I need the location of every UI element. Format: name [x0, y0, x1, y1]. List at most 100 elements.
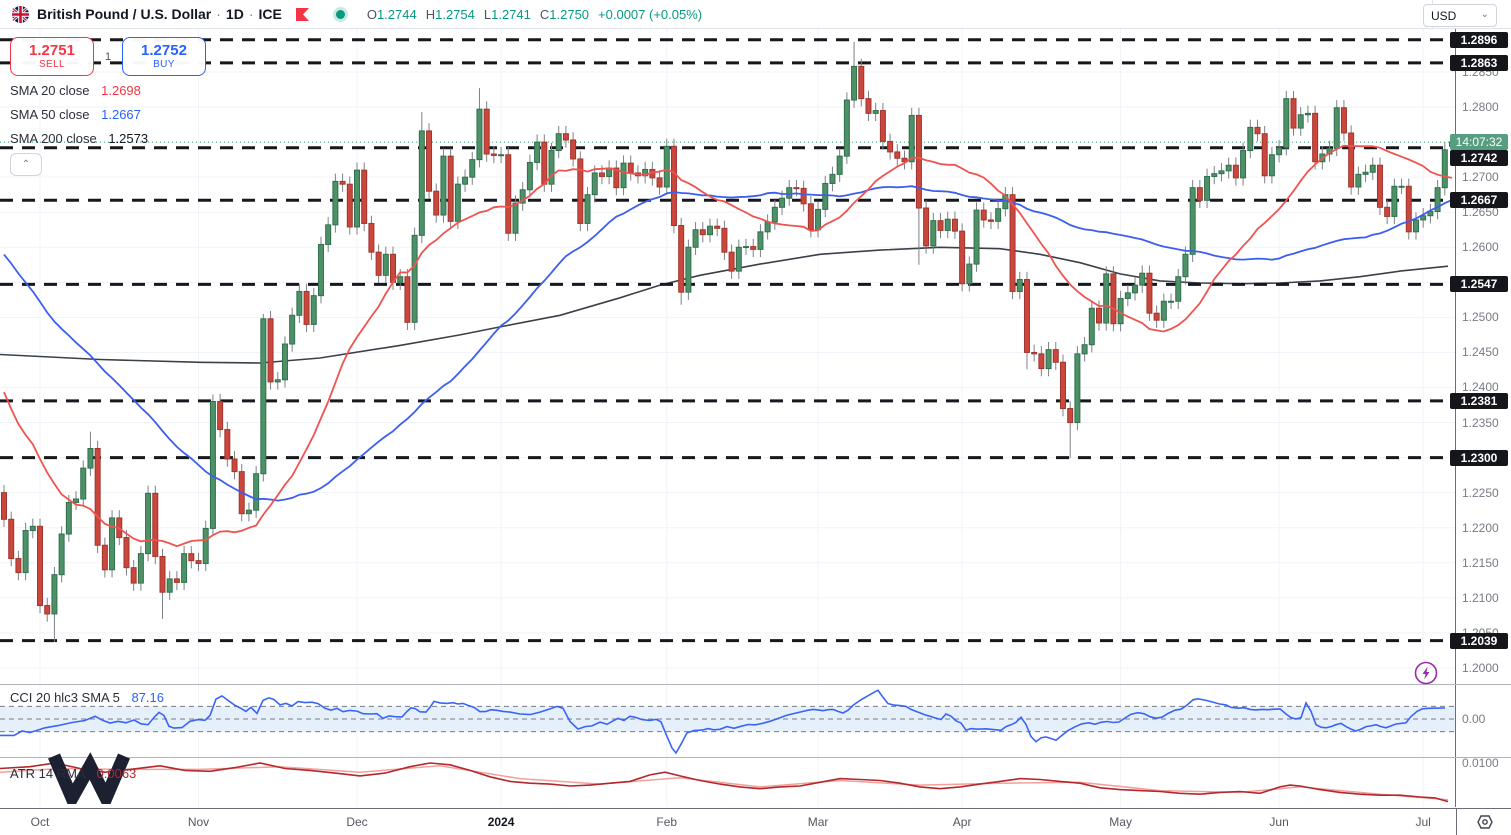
candle: [1225, 164, 1232, 172]
legend-atr[interactable]: ATR 14 RMA 0.0063: [10, 766, 136, 781]
axis-price-label: 1.2450: [1462, 345, 1499, 360]
axis-atr-label: 0.0100: [1462, 756, 1499, 770]
candle: [1146, 272, 1153, 314]
axis-price-label: 1.2250: [1462, 485, 1499, 500]
candle: [591, 172, 598, 196]
candle: [851, 65, 858, 101]
candle: [555, 133, 562, 152]
candle: [109, 517, 116, 571]
candle: [44, 605, 51, 615]
market-status-icon[interactable]: [335, 9, 345, 19]
candle: [426, 130, 433, 192]
candle: [209, 401, 216, 529]
high-value: 1.2754: [435, 6, 475, 22]
time-axis[interactable]: Oct Nov Dec 2024 Feb Mar Apr May Jun Jul: [0, 808, 1511, 835]
axis-price-label: 1.2500: [1462, 310, 1499, 325]
candle: [728, 251, 735, 272]
exchange-label[interactable]: ICE: [258, 6, 282, 22]
candle: [1189, 187, 1196, 255]
candle: [332, 180, 339, 226]
pane-separator-atr[interactable]: [0, 757, 1511, 758]
candle: [217, 401, 224, 431]
candle: [519, 189, 526, 204]
sma200-label: SMA 200 close: [10, 131, 97, 146]
candle: [1059, 361, 1066, 410]
candle: [1340, 107, 1347, 134]
candle: [706, 225, 713, 236]
axis-price-label: 1.2350: [1462, 415, 1499, 430]
candle: [1376, 164, 1383, 208]
candle: [1153, 312, 1160, 321]
candle: [404, 276, 411, 323]
candle: [721, 227, 728, 253]
candle: [685, 246, 692, 293]
candle: [65, 501, 72, 535]
candle: [253, 473, 260, 511]
legend-sma50[interactable]: SMA 50 close 1.2667: [10, 107, 141, 122]
candle: [1168, 300, 1175, 303]
axis-gear-icon[interactable]: [1476, 813, 1494, 831]
candle: [123, 537, 130, 569]
lightning-bolt-icon[interactable]: [1414, 661, 1438, 685]
pane-separator-cci[interactable]: [0, 684, 1511, 685]
candle: [1110, 273, 1117, 325]
candle: [188, 553, 195, 562]
candle: [289, 314, 296, 345]
interval-label[interactable]: 1D: [225, 6, 244, 22]
order-panel: 1.2751 SELL 1 1.2752 BUY: [10, 37, 206, 76]
change-value: +0.0007 (+0.05%): [598, 6, 703, 22]
legend-sma20[interactable]: SMA 20 close 1.2698: [10, 83, 141, 98]
time-axis-label: Dec: [346, 815, 368, 829]
axis-price-label: 1.2100: [1462, 590, 1499, 605]
candle: [1211, 173, 1218, 177]
sell-label: SELL: [38, 58, 66, 70]
price-axis[interactable]: 1.28501.28001.27501.27001.26501.26001.25…: [1450, 28, 1511, 807]
collapse-legend-button[interactable]: ⌃: [10, 153, 42, 176]
open-value: 1.2744: [376, 6, 417, 22]
candle: [339, 180, 346, 185]
candle: [894, 151, 901, 159]
candle: [663, 145, 670, 188]
candle: [231, 458, 238, 473]
flagged-symbol-icon[interactable]: [295, 7, 310, 21]
candle: [1160, 300, 1167, 321]
candle: [699, 229, 706, 236]
axis-price-label: 1.2200: [1462, 520, 1499, 535]
sell-button[interactable]: 1.2751 SELL: [10, 37, 94, 76]
currency-dropdown[interactable]: USD ⌄: [1423, 4, 1497, 27]
candle: [166, 578, 173, 593]
candle: [145, 492, 152, 555]
candle: [973, 209, 980, 265]
candle: [353, 169, 360, 228]
candle: [1045, 349, 1052, 370]
candle: [1348, 132, 1355, 188]
high-label: H: [425, 6, 436, 22]
sma50-value: 1.2667: [101, 107, 141, 122]
candle: [1074, 353, 1081, 424]
candle: [390, 253, 397, 283]
candle: [584, 194, 591, 224]
candle: [490, 153, 497, 156]
time-axis-label: Jul: [1415, 815, 1431, 829]
candle: [951, 218, 958, 232]
candle: [1240, 150, 1247, 179]
candle: [1067, 408, 1074, 424]
axis-price-label: 1.2600: [1462, 240, 1499, 255]
candle: [1304, 112, 1311, 116]
candle: [325, 224, 332, 245]
sma20-value: 1.2698: [101, 83, 141, 98]
buy-button[interactable]: 1.2752 BUY: [122, 37, 206, 76]
candle: [58, 533, 65, 576]
sma50-label: SMA 50 close: [10, 107, 90, 122]
candle: [771, 206, 778, 223]
symbol-title[interactable]: British Pound / U.S. Dollar: [37, 6, 212, 22]
candle: [80, 467, 87, 500]
chart-canvas[interactable]: [0, 0, 1455, 807]
axis-price-label: 1.2700: [1462, 170, 1499, 185]
candle: [411, 234, 418, 323]
legend-sma200[interactable]: SMA 200 close 1.2573: [10, 131, 148, 146]
axis-settings-corner[interactable]: [1456, 808, 1511, 835]
candle: [1441, 149, 1448, 189]
legend-cci[interactable]: CCI 20 hlc3 SMA 5 87.16: [10, 690, 164, 705]
candle: [786, 187, 793, 199]
